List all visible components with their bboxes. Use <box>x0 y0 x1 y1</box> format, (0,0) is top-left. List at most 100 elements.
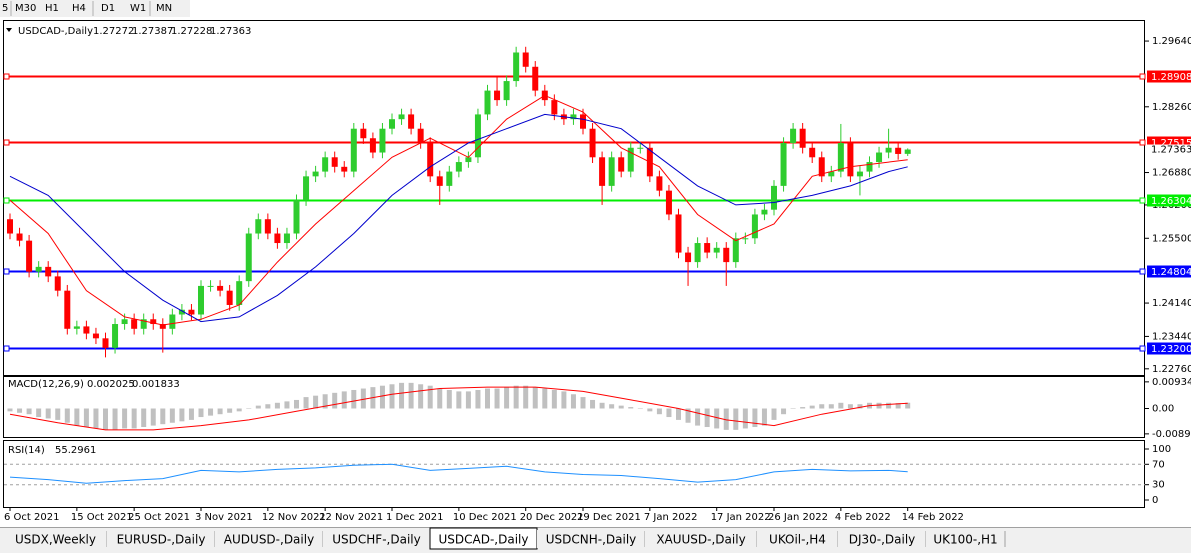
candle-body <box>398 114 405 120</box>
macd-bar <box>733 408 739 430</box>
macd-bar <box>905 402 911 409</box>
symbol-tab-label[interactable]: XAUUSD-,Daily <box>656 533 745 547</box>
candle-body <box>742 238 749 240</box>
candle-body <box>732 238 739 263</box>
candle-body <box>379 128 386 153</box>
macd-bar <box>857 404 863 409</box>
macd-bar <box>714 408 720 429</box>
candle-body <box>312 171 319 177</box>
timeframe-button[interactable]: H1 <box>45 3 59 14</box>
macd-bar <box>504 387 510 409</box>
level-label-box <box>1147 194 1191 207</box>
macd-bar <box>819 404 825 409</box>
level-handle <box>3 197 10 204</box>
x-tick-label: 20 Dec 2021 <box>520 512 584 523</box>
level-handle <box>1139 139 1146 146</box>
timeframe-button[interactable]: MN <box>156 3 172 14</box>
symbol-tab-label[interactable]: USDCNH-,Daily <box>546 533 637 547</box>
toolbar <box>0 0 190 17</box>
macd-bar <box>895 403 901 409</box>
macd-bar <box>341 391 347 409</box>
timeframe-button[interactable]: D1 <box>101 3 115 14</box>
symbol-tab[interactable] <box>323 530 430 548</box>
x-tick-label: 10 Dec 2021 <box>453 512 517 523</box>
x-tick-label: 15 Oct 2021 <box>71 512 133 523</box>
candle-body <box>790 128 797 144</box>
symbol-tab[interactable] <box>215 530 323 548</box>
macd-bar <box>590 399 596 409</box>
candle-body <box>283 233 290 244</box>
x-tick-label: 25 Oct 2021 <box>128 512 190 523</box>
macd-bar <box>800 407 806 409</box>
macd-bar <box>532 387 538 409</box>
macd-bar <box>198 408 204 418</box>
moving-average <box>9 94 908 326</box>
candle-body <box>226 290 233 305</box>
x-tick-label: 22 Nov 2021 <box>319 512 383 523</box>
macd-bar <box>437 388 443 409</box>
symbol-tab[interactable] <box>645 530 757 548</box>
symbol-tab-label[interactable]: USDCHF-,Daily <box>332 533 420 547</box>
timeframe-button[interactable]: M30 <box>15 3 36 14</box>
candle-body <box>837 143 844 172</box>
y-tick-label: 1.23440 <box>1152 331 1191 342</box>
level-label-box <box>1147 70 1191 83</box>
candle-body <box>551 100 558 115</box>
symbol-tab[interactable] <box>4 530 107 548</box>
open-value: 1.27272 <box>93 26 134 37</box>
candle-body <box>102 338 109 348</box>
timeframe-button[interactable]: H4 <box>72 3 86 14</box>
moving-average <box>9 113 908 323</box>
macd-bar <box>838 402 844 409</box>
symbol-tab-label[interactable]: DJ30-,Daily <box>849 533 916 547</box>
last-price-box <box>1147 144 1191 155</box>
macd-bar <box>236 408 242 412</box>
symbol-tab[interactable] <box>107 530 215 548</box>
candle-body <box>264 219 271 234</box>
candle-body <box>580 114 586 129</box>
symbol-tab-label[interactable]: USDCAD-,Daily <box>439 533 529 547</box>
macd-bar <box>246 408 252 409</box>
candle-body <box>73 326 80 329</box>
macd-bar <box>542 388 548 409</box>
candle-body <box>675 214 682 253</box>
candle-body <box>446 171 453 186</box>
y-tick-label: 1.22760 <box>1152 364 1191 375</box>
macd-bar <box>580 397 586 409</box>
symbol-tab-label[interactable]: AUDUSD-,Daily <box>224 533 314 547</box>
collapse-icon[interactable] <box>6 28 12 32</box>
timeframe-button[interactable]: W1 <box>130 3 146 14</box>
symbol-tab[interactable] <box>838 530 926 548</box>
candle-body <box>293 200 300 234</box>
macd-bar <box>809 405 815 409</box>
timeframe-button[interactable]: 5 <box>2 3 8 14</box>
candle-body <box>369 138 376 153</box>
macd-bar <box>64 408 70 423</box>
macd-bar <box>55 408 61 420</box>
macd-bar <box>446 389 452 409</box>
macd-bar <box>303 397 309 409</box>
candle-body <box>389 119 395 129</box>
symbol-tab-label[interactable]: USDX,Weekly <box>15 533 96 547</box>
macd-bar <box>513 385 519 409</box>
level-handle <box>3 268 10 275</box>
symbol-tab[interactable] <box>926 530 1005 548</box>
macd-bar <box>83 408 89 428</box>
macd-bar <box>494 388 500 409</box>
macd-bar <box>112 408 118 430</box>
candle-body <box>761 209 768 215</box>
symbol-tab[interactable] <box>757 530 838 548</box>
candle-body <box>408 114 415 129</box>
high-value: 1.27387 <box>132 26 173 37</box>
symbol-tab-label[interactable]: EURUSD-,Daily <box>117 533 206 547</box>
x-tick-label: 7 Jan 2022 <box>644 512 698 523</box>
symbol-tab[interactable] <box>537 530 645 548</box>
symbol-tab-label[interactable]: UKOil-,H4 <box>769 533 826 547</box>
macd-bar <box>618 405 624 409</box>
macd-bar <box>274 402 280 409</box>
candle-body <box>255 219 262 234</box>
symbol-tab-label[interactable]: UK100-,H1 <box>933 533 997 547</box>
candle-body <box>274 233 281 244</box>
